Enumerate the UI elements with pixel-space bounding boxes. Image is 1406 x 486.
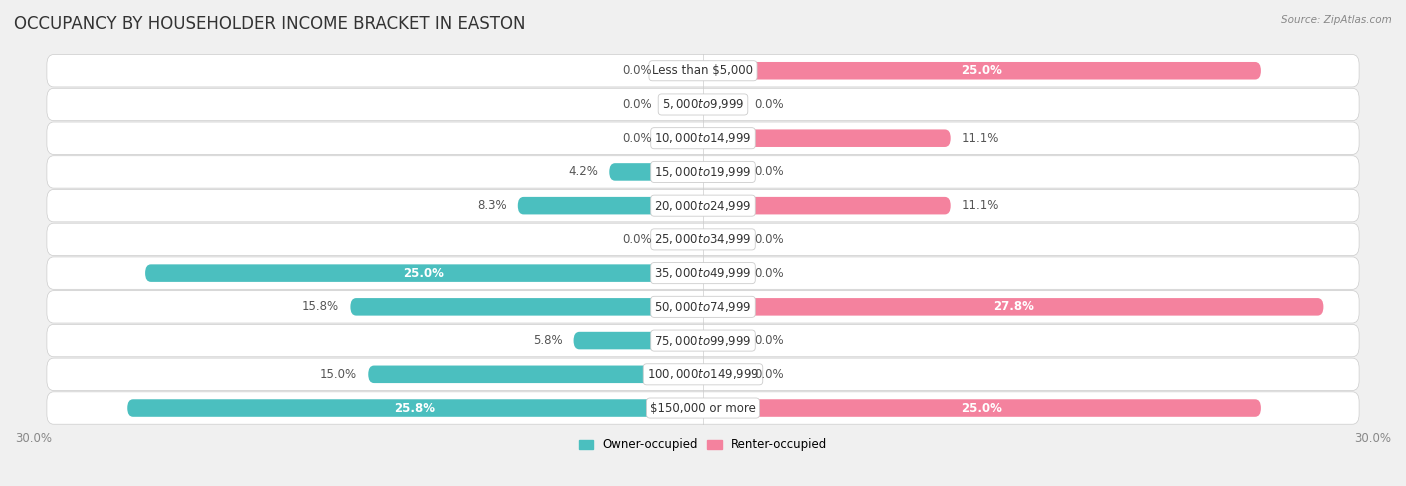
- FancyBboxPatch shape: [703, 197, 950, 214]
- Text: $15,000 to $19,999: $15,000 to $19,999: [654, 165, 752, 179]
- FancyBboxPatch shape: [703, 129, 950, 147]
- Text: $35,000 to $49,999: $35,000 to $49,999: [654, 266, 752, 280]
- Text: 0.0%: 0.0%: [755, 233, 785, 246]
- Text: 0.0%: 0.0%: [621, 98, 651, 111]
- FancyBboxPatch shape: [574, 332, 703, 349]
- FancyBboxPatch shape: [46, 324, 1360, 357]
- FancyBboxPatch shape: [703, 365, 748, 383]
- Text: 0.0%: 0.0%: [755, 98, 785, 111]
- FancyBboxPatch shape: [658, 96, 703, 113]
- Text: 5.8%: 5.8%: [533, 334, 562, 347]
- Text: 0.0%: 0.0%: [621, 132, 651, 145]
- Text: $20,000 to $24,999: $20,000 to $24,999: [654, 199, 752, 213]
- Text: 0.0%: 0.0%: [755, 368, 785, 381]
- Text: 15.8%: 15.8%: [302, 300, 339, 313]
- Text: $150,000 or more: $150,000 or more: [650, 401, 756, 415]
- Text: 27.8%: 27.8%: [993, 300, 1033, 313]
- FancyBboxPatch shape: [703, 264, 748, 282]
- FancyBboxPatch shape: [703, 399, 1261, 417]
- FancyBboxPatch shape: [46, 156, 1360, 188]
- Text: 0.0%: 0.0%: [755, 334, 785, 347]
- FancyBboxPatch shape: [609, 163, 703, 181]
- FancyBboxPatch shape: [127, 399, 703, 417]
- Text: 15.0%: 15.0%: [321, 368, 357, 381]
- Text: 25.0%: 25.0%: [962, 64, 1002, 77]
- FancyBboxPatch shape: [145, 264, 703, 282]
- Text: $50,000 to $74,999: $50,000 to $74,999: [654, 300, 752, 314]
- Text: $5,000 to $9,999: $5,000 to $9,999: [662, 98, 744, 111]
- Text: $75,000 to $99,999: $75,000 to $99,999: [654, 333, 752, 347]
- FancyBboxPatch shape: [46, 358, 1360, 390]
- FancyBboxPatch shape: [658, 129, 703, 147]
- FancyBboxPatch shape: [658, 231, 703, 248]
- FancyBboxPatch shape: [46, 190, 1360, 222]
- Text: 25.0%: 25.0%: [962, 401, 1002, 415]
- FancyBboxPatch shape: [703, 62, 1261, 80]
- Text: $100,000 to $149,999: $100,000 to $149,999: [647, 367, 759, 382]
- Text: 8.3%: 8.3%: [477, 199, 506, 212]
- FancyBboxPatch shape: [703, 332, 748, 349]
- Text: $25,000 to $34,999: $25,000 to $34,999: [654, 232, 752, 246]
- FancyBboxPatch shape: [703, 298, 1323, 315]
- FancyBboxPatch shape: [368, 365, 703, 383]
- FancyBboxPatch shape: [46, 88, 1360, 121]
- Text: 25.0%: 25.0%: [404, 267, 444, 279]
- FancyBboxPatch shape: [46, 392, 1360, 424]
- Text: 11.1%: 11.1%: [962, 132, 1000, 145]
- Text: OCCUPANCY BY HOUSEHOLDER INCOME BRACKET IN EASTON: OCCUPANCY BY HOUSEHOLDER INCOME BRACKET …: [14, 15, 526, 33]
- FancyBboxPatch shape: [703, 163, 748, 181]
- Text: 4.2%: 4.2%: [568, 165, 598, 178]
- Text: Less than $5,000: Less than $5,000: [652, 64, 754, 77]
- FancyBboxPatch shape: [517, 197, 703, 214]
- Legend: Owner-occupied, Renter-occupied: Owner-occupied, Renter-occupied: [574, 434, 832, 456]
- FancyBboxPatch shape: [46, 257, 1360, 289]
- FancyBboxPatch shape: [658, 62, 703, 80]
- FancyBboxPatch shape: [350, 298, 703, 315]
- Text: 11.1%: 11.1%: [962, 199, 1000, 212]
- Text: 0.0%: 0.0%: [621, 64, 651, 77]
- FancyBboxPatch shape: [46, 223, 1360, 256]
- Text: Source: ZipAtlas.com: Source: ZipAtlas.com: [1281, 15, 1392, 25]
- FancyBboxPatch shape: [703, 96, 748, 113]
- FancyBboxPatch shape: [46, 291, 1360, 323]
- Text: $10,000 to $14,999: $10,000 to $14,999: [654, 131, 752, 145]
- Text: 25.8%: 25.8%: [395, 401, 436, 415]
- FancyBboxPatch shape: [46, 54, 1360, 87]
- FancyBboxPatch shape: [46, 122, 1360, 155]
- Text: 0.0%: 0.0%: [755, 165, 785, 178]
- FancyBboxPatch shape: [703, 231, 748, 248]
- Text: 0.0%: 0.0%: [621, 233, 651, 246]
- Text: 0.0%: 0.0%: [755, 267, 785, 279]
